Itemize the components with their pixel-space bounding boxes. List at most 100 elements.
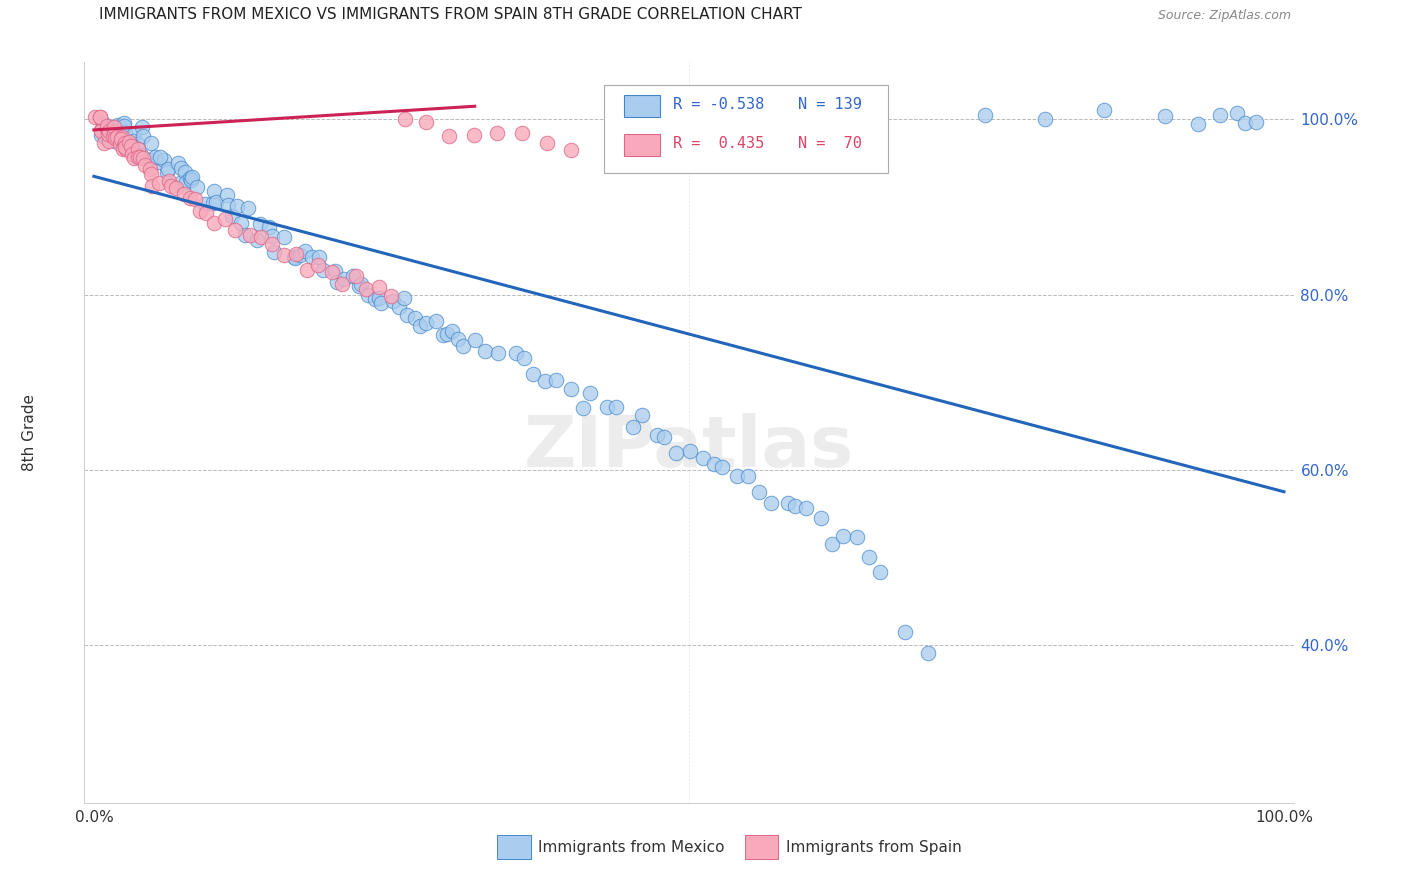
FancyBboxPatch shape <box>605 85 889 173</box>
Point <box>108 136 131 151</box>
Point <box>748 485 770 500</box>
Point <box>312 262 335 277</box>
Point <box>273 248 295 262</box>
Point <box>463 128 485 142</box>
Point <box>98 122 121 136</box>
Point <box>89 110 111 124</box>
Point <box>869 565 891 579</box>
Point <box>381 293 404 308</box>
Point <box>380 289 402 303</box>
Point <box>349 279 371 293</box>
Point <box>297 263 319 277</box>
Point <box>759 496 782 510</box>
Point <box>725 469 748 483</box>
Point <box>90 124 112 138</box>
Point <box>132 151 155 165</box>
Point <box>202 185 225 199</box>
Point <box>1187 118 1209 132</box>
Point <box>112 116 135 130</box>
Point <box>148 176 170 190</box>
Point <box>344 268 367 283</box>
Point <box>474 343 496 358</box>
Point <box>180 173 202 187</box>
FancyBboxPatch shape <box>745 836 779 859</box>
Point <box>170 161 193 175</box>
Point <box>294 244 316 258</box>
Point <box>571 401 593 415</box>
Point <box>605 400 627 414</box>
Point <box>139 153 162 168</box>
Point <box>174 175 197 189</box>
Point <box>239 227 262 242</box>
Point <box>560 382 582 396</box>
Point <box>1244 115 1267 129</box>
Point <box>103 120 125 135</box>
Point <box>127 142 149 156</box>
Point <box>330 277 353 292</box>
Point <box>394 291 416 305</box>
Point <box>122 151 145 165</box>
Point <box>249 218 271 232</box>
Point <box>821 536 844 550</box>
Point <box>692 451 714 466</box>
Point <box>354 282 377 296</box>
Point <box>131 120 153 135</box>
Point <box>103 134 125 148</box>
Point <box>93 136 115 150</box>
Point <box>370 296 392 310</box>
Point <box>974 108 997 122</box>
Point <box>194 205 217 219</box>
Point <box>441 324 464 338</box>
Point <box>105 124 128 138</box>
Point <box>205 194 228 209</box>
Point <box>858 549 880 564</box>
Point <box>107 118 129 132</box>
Point <box>157 174 180 188</box>
Text: R =  0.435: R = 0.435 <box>673 136 765 151</box>
Point <box>513 351 536 366</box>
Point <box>544 373 567 387</box>
Point <box>832 528 855 542</box>
Point <box>710 459 733 474</box>
Point <box>263 245 285 260</box>
Point <box>246 233 269 247</box>
Point <box>235 227 257 242</box>
Point <box>111 129 134 144</box>
Point <box>169 176 191 190</box>
Point <box>224 222 246 236</box>
Point <box>179 171 201 186</box>
Point <box>221 209 243 223</box>
Point <box>436 326 458 341</box>
Point <box>432 327 454 342</box>
Point <box>778 496 800 510</box>
Point <box>121 138 143 153</box>
Point <box>129 148 152 162</box>
Point <box>105 132 128 146</box>
Point <box>439 129 461 144</box>
Point <box>141 153 163 168</box>
Point <box>107 128 129 143</box>
Point <box>139 136 162 151</box>
Point <box>83 110 105 124</box>
Point <box>89 110 111 124</box>
Point <box>128 150 150 164</box>
Text: Immigrants from Spain: Immigrants from Spain <box>786 839 962 855</box>
Point <box>283 250 305 264</box>
Point <box>647 428 669 442</box>
Point <box>579 385 602 400</box>
Point <box>145 150 167 164</box>
Point <box>188 203 211 218</box>
FancyBboxPatch shape <box>624 134 659 156</box>
Point <box>194 197 217 211</box>
Point <box>425 314 447 328</box>
Text: N = 139: N = 139 <box>797 97 862 112</box>
Point <box>326 275 349 289</box>
Point <box>202 216 225 230</box>
Point <box>122 134 145 148</box>
Point <box>174 164 197 178</box>
Point <box>522 367 544 381</box>
Point <box>96 121 118 136</box>
Point <box>173 187 195 202</box>
Point <box>134 158 156 172</box>
Point <box>122 128 145 142</box>
